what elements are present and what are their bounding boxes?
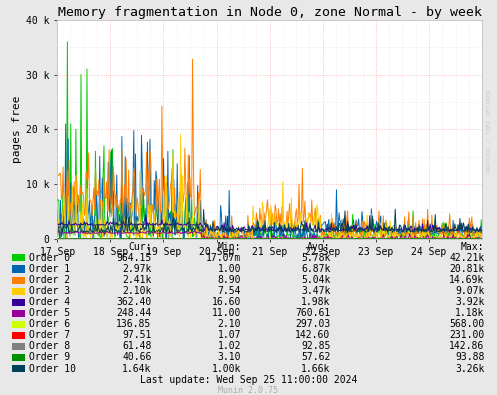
Text: Order 4: Order 4 <box>29 297 70 307</box>
Text: Cur:: Cur: <box>128 242 152 252</box>
Text: 2.41k: 2.41k <box>122 275 152 285</box>
Text: 1.18k: 1.18k <box>455 308 485 318</box>
Text: Last update: Wed Sep 25 11:00:00 2024: Last update: Wed Sep 25 11:00:00 2024 <box>140 374 357 385</box>
Text: 568.00: 568.00 <box>449 319 485 329</box>
Text: Order 2: Order 2 <box>29 275 70 285</box>
Text: 20.81k: 20.81k <box>449 264 485 274</box>
Text: 7.54: 7.54 <box>218 286 241 296</box>
Text: 142.86: 142.86 <box>449 341 485 352</box>
Text: 1.00k: 1.00k <box>212 363 241 374</box>
Text: 92.85: 92.85 <box>301 341 331 352</box>
Text: 11.00: 11.00 <box>212 308 241 318</box>
Text: 231.00: 231.00 <box>449 330 485 340</box>
Text: 1.00: 1.00 <box>218 264 241 274</box>
Text: 1.64k: 1.64k <box>122 363 152 374</box>
Text: 9.07k: 9.07k <box>455 286 485 296</box>
Text: 17.07m: 17.07m <box>206 253 241 263</box>
Text: 2.10: 2.10 <box>218 319 241 329</box>
Text: 5.78k: 5.78k <box>301 253 331 263</box>
Text: 964.15: 964.15 <box>116 253 152 263</box>
Text: 6.87k: 6.87k <box>301 264 331 274</box>
Text: Order 0: Order 0 <box>29 253 70 263</box>
Text: 40.66: 40.66 <box>122 352 152 363</box>
Text: Order 8: Order 8 <box>29 341 70 352</box>
Text: 3.92k: 3.92k <box>455 297 485 307</box>
Text: Order 1: Order 1 <box>29 264 70 274</box>
Text: 3.10: 3.10 <box>218 352 241 363</box>
Text: 2.97k: 2.97k <box>122 264 152 274</box>
Text: Avg:: Avg: <box>307 242 331 252</box>
Text: Order 7: Order 7 <box>29 330 70 340</box>
Text: Order 9: Order 9 <box>29 352 70 363</box>
Text: 1.98k: 1.98k <box>301 297 331 307</box>
Text: 142.60: 142.60 <box>295 330 331 340</box>
Text: 97.51: 97.51 <box>122 330 152 340</box>
Text: 1.66k: 1.66k <box>301 363 331 374</box>
Text: 8.90: 8.90 <box>218 275 241 285</box>
Text: 1.07: 1.07 <box>218 330 241 340</box>
Text: Order 3: Order 3 <box>29 286 70 296</box>
Text: 248.44: 248.44 <box>116 308 152 318</box>
Text: 297.03: 297.03 <box>295 319 331 329</box>
Text: Order 6: Order 6 <box>29 319 70 329</box>
Text: Max:: Max: <box>461 242 485 252</box>
Text: Order 5: Order 5 <box>29 308 70 318</box>
Text: 2.10k: 2.10k <box>122 286 152 296</box>
Text: 16.60: 16.60 <box>212 297 241 307</box>
Text: 1.02: 1.02 <box>218 341 241 352</box>
Text: 3.47k: 3.47k <box>301 286 331 296</box>
Text: Min:: Min: <box>218 242 241 252</box>
Text: RRDTOOL / TOBI OETIKER: RRDTOOL / TOBI OETIKER <box>486 89 491 171</box>
Text: 5.04k: 5.04k <box>301 275 331 285</box>
Text: 362.40: 362.40 <box>116 297 152 307</box>
Y-axis label: pages free: pages free <box>12 96 22 163</box>
Text: 3.26k: 3.26k <box>455 363 485 374</box>
Text: Order 10: Order 10 <box>29 363 76 374</box>
Text: 61.48: 61.48 <box>122 341 152 352</box>
Text: 14.69k: 14.69k <box>449 275 485 285</box>
Text: Munin 2.0.75: Munin 2.0.75 <box>219 386 278 395</box>
Text: 136.85: 136.85 <box>116 319 152 329</box>
Text: 42.21k: 42.21k <box>449 253 485 263</box>
Text: 93.88: 93.88 <box>455 352 485 363</box>
Text: 760.61: 760.61 <box>295 308 331 318</box>
Text: 57.62: 57.62 <box>301 352 331 363</box>
Title: Memory fragmentation in Node 0, zone Normal - by week: Memory fragmentation in Node 0, zone Nor… <box>58 6 482 19</box>
